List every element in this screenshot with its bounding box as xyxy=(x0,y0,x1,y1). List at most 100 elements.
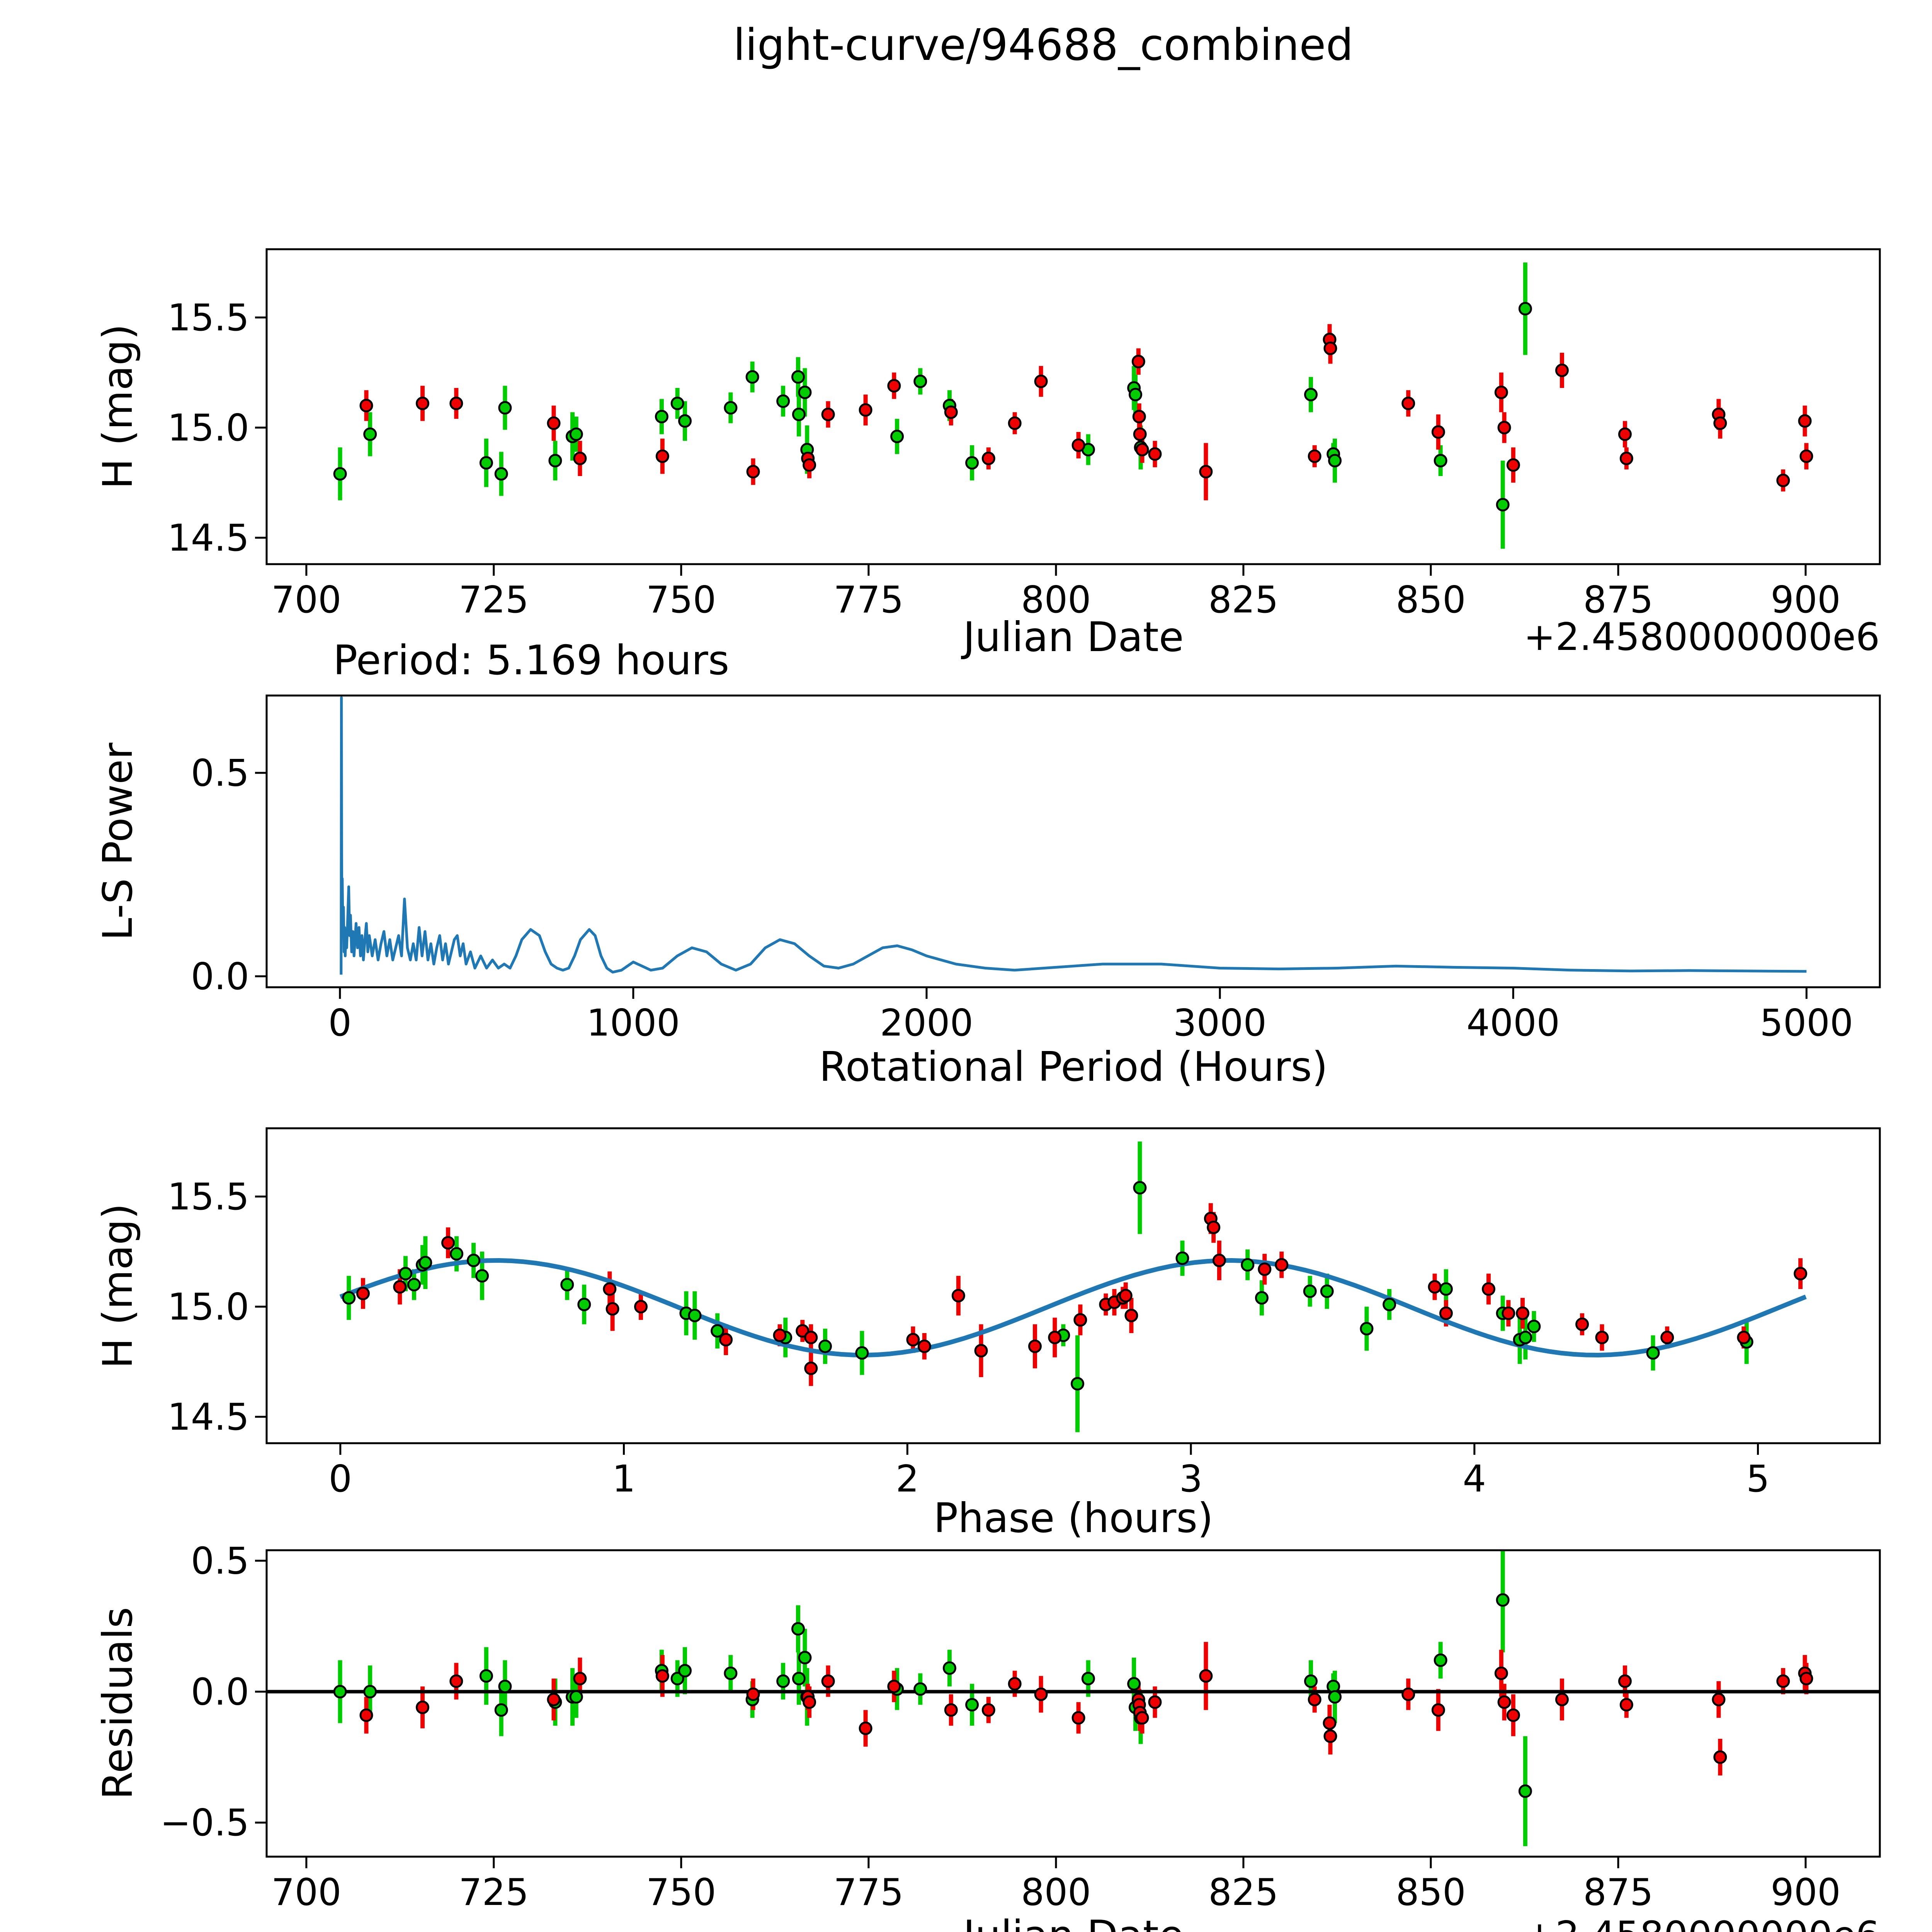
data-point-red xyxy=(1048,1330,1062,1344)
data-point-green xyxy=(569,427,583,441)
data-point-red xyxy=(1034,1687,1048,1701)
x-tick-label: 825 xyxy=(1208,579,1278,621)
data-point-green xyxy=(1175,1251,1189,1265)
data-point-red xyxy=(1401,396,1415,410)
x-tick-label: 775 xyxy=(833,1871,903,1914)
data-point-red xyxy=(1555,1692,1569,1706)
data-point-red xyxy=(773,1328,787,1342)
data-point-red xyxy=(1481,1282,1495,1296)
data-point-red xyxy=(1776,1674,1790,1688)
data-point-red xyxy=(746,465,760,479)
data-point-red xyxy=(1660,1330,1674,1344)
panel4-x-offset-text: +2.4580000000e6 xyxy=(1524,1913,1880,1932)
data-point-green xyxy=(724,1667,738,1680)
data-point-red xyxy=(906,1333,920,1347)
data-point-green xyxy=(1133,1181,1147,1195)
data-point-green xyxy=(798,385,812,399)
data-point-red xyxy=(449,396,463,410)
data-point-green xyxy=(498,1679,512,1693)
data-point-red xyxy=(1008,416,1022,430)
data-point-red xyxy=(1199,1669,1213,1683)
data-point-red xyxy=(917,1339,931,1353)
data-point-red xyxy=(573,1672,587,1685)
data-point-green xyxy=(494,1703,508,1717)
y-tick-label: 0.5 xyxy=(191,1540,249,1582)
data-point-red xyxy=(821,1674,835,1688)
data-point-red xyxy=(1133,427,1147,441)
data-point-green xyxy=(1071,1377,1085,1391)
data-point-green xyxy=(855,1346,869,1360)
data-point-green xyxy=(890,429,904,443)
data-point-green xyxy=(655,410,668,423)
data-point-red xyxy=(603,1282,617,1296)
data-point-green xyxy=(745,370,759,384)
data-point-green xyxy=(791,1622,805,1636)
data-point-green xyxy=(1496,1593,1510,1607)
x-tick-label: 0 xyxy=(328,1002,352,1044)
data-point-red xyxy=(804,1361,818,1375)
x-tick-label: 725 xyxy=(459,1871,529,1914)
x-tick-label: 775 xyxy=(833,579,903,621)
data-point-red xyxy=(1776,473,1790,487)
data-point-green xyxy=(1527,1320,1541,1333)
data-point-green xyxy=(577,1298,591,1311)
data-point-green xyxy=(1127,1677,1141,1691)
data-point-red xyxy=(821,407,835,421)
data-point-red xyxy=(1008,1677,1022,1691)
x-tick-label: 900 xyxy=(1770,579,1840,621)
data-point-red xyxy=(1323,341,1337,355)
x-tick-label: 900 xyxy=(1770,1871,1840,1914)
data-point-red xyxy=(1712,1692,1726,1706)
data-point-green xyxy=(1129,388,1143,401)
data-point-red xyxy=(1028,1339,1042,1353)
data-point-green xyxy=(1303,1284,1317,1298)
data-point-green xyxy=(792,1672,806,1685)
data-point-red xyxy=(1619,1698,1633,1712)
data-point-red xyxy=(1199,465,1213,479)
data-point-red xyxy=(981,451,995,465)
x-tick-label: 700 xyxy=(271,1871,341,1914)
data-point-red xyxy=(944,1703,958,1717)
data-point-green xyxy=(776,394,790,408)
data-point-red xyxy=(1135,443,1149,457)
data-point-green xyxy=(498,401,512,415)
data-point-green xyxy=(494,467,508,481)
data-point-green xyxy=(342,1291,356,1305)
data-point-red xyxy=(1124,1308,1138,1322)
axes-frame xyxy=(265,248,1881,565)
data-point-green xyxy=(363,1685,377,1699)
data-point-green xyxy=(1496,498,1510,512)
y-tick-label: 14.5 xyxy=(167,517,249,560)
data-point-green xyxy=(1304,388,1318,401)
data-point-red xyxy=(1401,1687,1415,1701)
data-point-green xyxy=(791,370,805,384)
data-point-green xyxy=(475,1269,489,1283)
data-point-red xyxy=(1515,1306,1529,1320)
data-point-red xyxy=(1258,1262,1272,1276)
data-point-red xyxy=(804,1330,818,1344)
x-tick-label: 2 xyxy=(896,1458,919,1500)
data-point-green xyxy=(418,1256,432,1270)
data-point-red xyxy=(1308,1692,1321,1706)
data-point-green xyxy=(1434,454,1447,468)
data-point-red xyxy=(1713,416,1727,430)
data-point-green xyxy=(678,1664,692,1678)
data-point-red xyxy=(416,1701,430,1714)
data-point-red xyxy=(859,403,872,417)
data-point-red xyxy=(1619,451,1633,465)
data-point-red xyxy=(655,449,669,463)
x-tick-label: 4000 xyxy=(1466,1002,1560,1044)
data-point-green xyxy=(1519,1330,1532,1344)
x-tick-label: 825 xyxy=(1208,1871,1278,1914)
data-point-red xyxy=(1555,363,1569,377)
data-point-green xyxy=(560,1278,574,1292)
data-point-red xyxy=(887,1679,901,1693)
figure-title: light-curve/94688_combined xyxy=(733,20,1354,70)
data-point-green xyxy=(724,401,738,415)
panel2-x-axis-label: Rotational Period (Hours) xyxy=(819,1043,1328,1090)
data-point-red xyxy=(416,396,430,410)
x-tick-label: 875 xyxy=(1583,579,1653,621)
y-tick-label: 15.5 xyxy=(167,1176,249,1218)
